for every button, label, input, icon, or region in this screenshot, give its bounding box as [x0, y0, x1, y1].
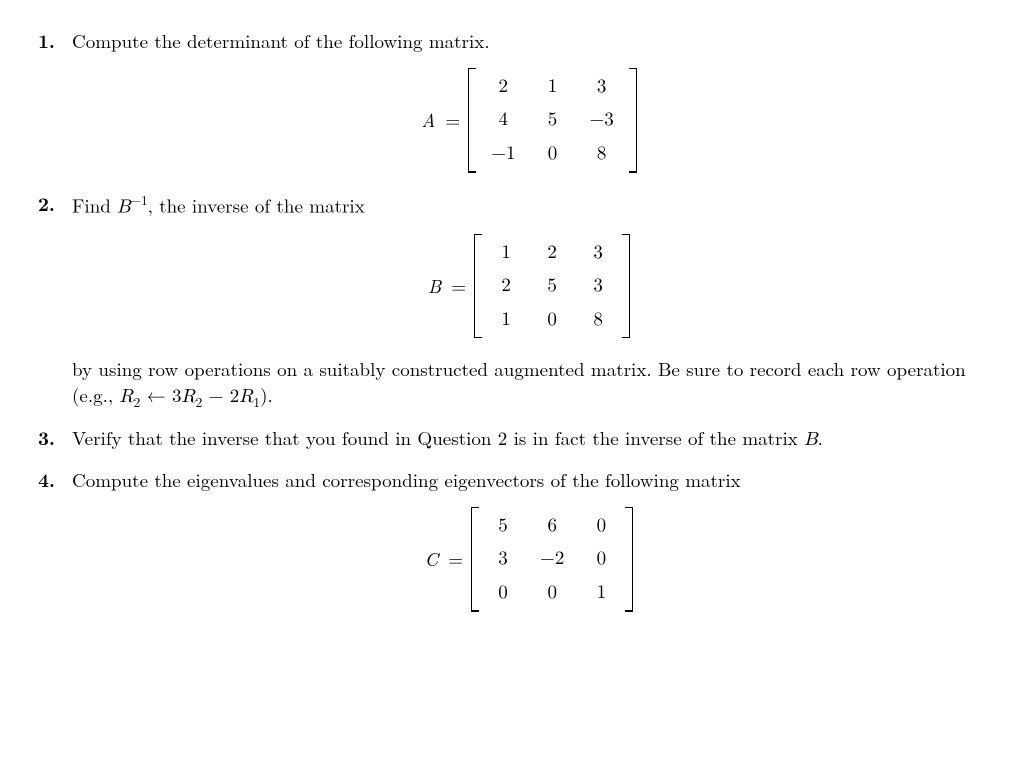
problem-number: 2. — [38, 191, 66, 217]
problem-3: 3. Verify that the inverse that you foun… — [38, 425, 986, 453]
problem-list: 1. Compute the determinant of the follow… — [38, 28, 986, 612]
row-R: R — [120, 387, 134, 406]
cell: 0 — [543, 141, 561, 167]
cell: −3 — [589, 107, 613, 133]
problem-2-follow: by using row operations on a suitably co… — [72, 356, 986, 411]
problem-2: 2. Find B−1, the inverse of the matrix B… — [38, 191, 986, 412]
problem-number: 3. — [38, 425, 66, 451]
matrix-grid: 2 1 3 4 5 −3 −1 0 8 — [479, 68, 626, 173]
matrix-label: B — [428, 273, 441, 299]
problem-number: 1. — [38, 28, 66, 54]
cell: −1 — [491, 141, 515, 167]
bracket-left-icon — [471, 507, 482, 612]
cell: 3 — [589, 74, 613, 100]
exponent: −1 — [131, 190, 148, 209]
cell: 5 — [543, 273, 561, 299]
problem-text-tail: , the inverse of the matrix — [148, 191, 365, 218]
cell: 1 — [592, 580, 610, 606]
matrix-grid: 5 6 0 3 −2 0 0 0 1 — [482, 507, 622, 612]
problem-text: Compute the determinant of the following… — [72, 27, 490, 54]
bracket-left-icon — [468, 68, 479, 173]
matrix-B: 1 2 3 2 5 3 1 0 8 — [474, 234, 630, 339]
problem-1: 1. Compute the determinant of the follow… — [38, 28, 986, 173]
row-R: R — [182, 387, 196, 406]
cell: 3 — [494, 546, 512, 572]
cell: 0 — [494, 580, 512, 606]
cell: 8 — [589, 307, 607, 333]
cell: 5 — [494, 513, 512, 539]
matrix-label: C — [425, 546, 439, 572]
matrix-C: 5 6 0 3 −2 0 0 0 1 — [471, 507, 633, 612]
problem-text-b: . — [818, 424, 823, 451]
bracket-left-icon — [474, 234, 485, 339]
coef: 3 — [172, 381, 182, 408]
matrix-C-block: C = 5 6 0 3 −2 0 0 0 1 — [72, 507, 986, 612]
minus: − 2 — [202, 381, 239, 408]
matrix-grid: 1 2 3 2 5 3 1 0 8 — [485, 234, 619, 339]
problem-4: 4. Compute the eigenvalues and correspon… — [38, 467, 986, 612]
cell: 2 — [543, 240, 561, 266]
cell: 0 — [592, 546, 610, 572]
problem-text: Compute the eigenvalues and correspondin… — [72, 466, 741, 493]
sym-B: B — [117, 197, 130, 216]
bracket-right-icon — [622, 507, 633, 612]
equals-sign: = — [451, 273, 466, 299]
problem-number: 4. — [38, 467, 66, 493]
cell: 0 — [543, 307, 561, 333]
cell: 4 — [491, 107, 515, 133]
row-R: R — [239, 387, 253, 406]
cell: 6 — [540, 513, 564, 539]
follow-text-b: ). — [260, 381, 273, 408]
sym-B: B — [804, 430, 817, 449]
arrow: ← — [140, 381, 172, 408]
matrix-A: 2 1 3 4 5 −3 −1 0 8 — [468, 68, 637, 173]
cell: 1 — [543, 74, 561, 100]
equals-sign: = — [445, 107, 460, 133]
bracket-right-icon — [619, 234, 630, 339]
cell: 0 — [540, 580, 564, 606]
matrix-label: A — [421, 107, 435, 133]
cell: 1 — [497, 307, 515, 333]
problem-text-a: Verify that the inverse that you found i… — [72, 424, 804, 451]
equals-sign: = — [448, 546, 463, 572]
cell: 0 — [592, 513, 610, 539]
cell: −2 — [540, 546, 564, 572]
cell: 1 — [497, 240, 515, 266]
matrix-A-block: A = 2 1 3 4 5 −3 −1 0 8 — [72, 68, 986, 173]
cell: 2 — [497, 273, 515, 299]
matrix-B-block: B = 1 2 3 2 5 3 1 0 8 — [72, 234, 986, 339]
cell: 2 — [491, 74, 515, 100]
cell: 5 — [543, 107, 561, 133]
bracket-right-icon — [626, 68, 637, 173]
cell: 8 — [589, 141, 613, 167]
problem-text-lead: Find — [72, 191, 117, 218]
cell: 3 — [589, 273, 607, 299]
cell: 3 — [589, 240, 607, 266]
